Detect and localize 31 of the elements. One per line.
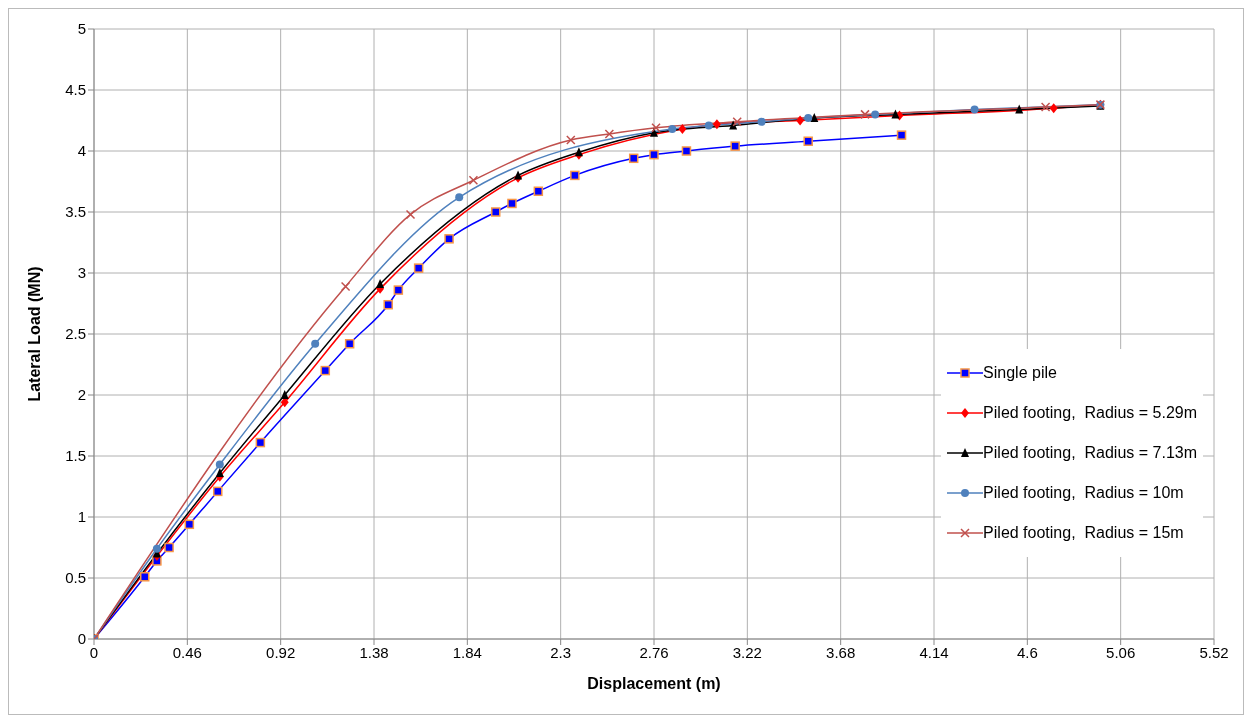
y-tick-label: 3.5 bbox=[65, 203, 86, 221]
x-tick-label: 2.3 bbox=[550, 643, 572, 661]
y-axis-title: Lateral Load (MN) bbox=[25, 266, 43, 402]
y-tick-label: 2 bbox=[77, 386, 86, 404]
y-tick-label: 4.5 bbox=[65, 81, 86, 99]
y-tick-label: 1.5 bbox=[65, 447, 86, 465]
x-tick-label: 1.84 bbox=[452, 643, 482, 661]
x-tick-label: 3.22 bbox=[732, 643, 762, 661]
legend-label: Piled footing, Radius = 15m bbox=[983, 524, 1184, 542]
y-tick-label: 4 bbox=[77, 142, 86, 160]
legend-label: Piled footing, Radius = 7.13m bbox=[983, 444, 1197, 462]
x-tick-label: 0.92 bbox=[266, 643, 296, 661]
legend-label: Piled footing, Radius = 5.29m bbox=[983, 404, 1197, 422]
x-tick-label: 3.68 bbox=[826, 643, 856, 661]
y-tick-label: 0.5 bbox=[65, 569, 86, 587]
y-tick-label: 2.5 bbox=[65, 325, 86, 343]
y-tick-label: 3 bbox=[77, 264, 86, 282]
legend-label: Piled footing, Radius = 10m bbox=[983, 484, 1184, 502]
x-tick-label: 5.52 bbox=[1199, 643, 1229, 661]
x-tick-label: 1.38 bbox=[359, 643, 389, 661]
y-tick-label: 0 bbox=[77, 630, 86, 648]
y-tick-label: 5 bbox=[77, 20, 86, 38]
y-tick-label: 1 bbox=[77, 508, 86, 526]
x-tick-label: 5.06 bbox=[1106, 643, 1136, 661]
x-tick-label: 0 bbox=[89, 643, 99, 661]
x-tick-label: 2.76 bbox=[639, 643, 669, 661]
x-tick-label: 0.46 bbox=[172, 643, 202, 661]
x-tick-label: 4.14 bbox=[919, 643, 949, 661]
legend-label: Single pile bbox=[983, 364, 1057, 382]
x-tick-label: 4.6 bbox=[1016, 643, 1038, 661]
x-axis-title: Displacement (m) bbox=[587, 675, 721, 692]
